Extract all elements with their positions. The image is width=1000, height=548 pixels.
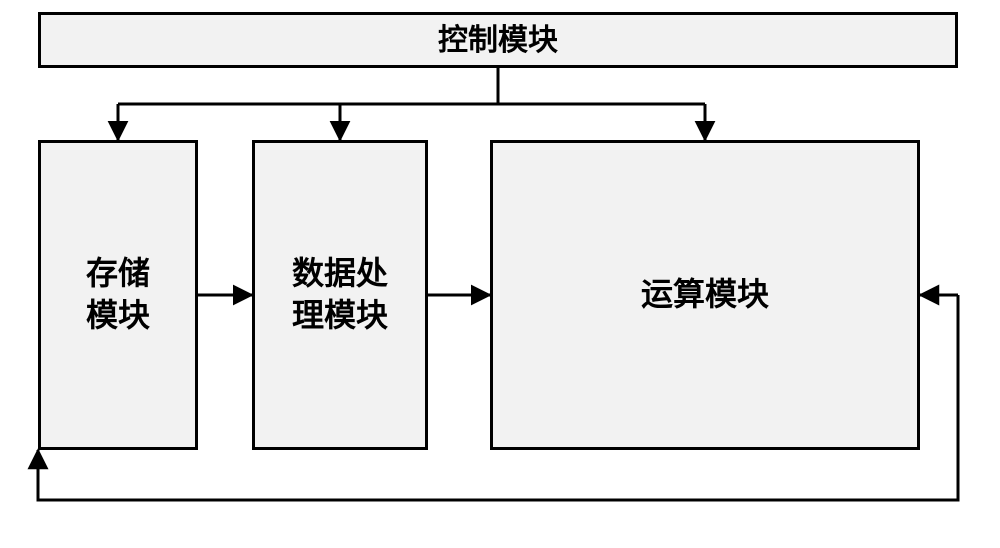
- node-dataproc: 数据处 理模块: [252, 140, 428, 450]
- node-control-label: 控制模块: [438, 21, 558, 60]
- node-storage-label: 存储 模块: [86, 253, 150, 336]
- node-compute-label: 运算模块: [641, 274, 769, 316]
- node-storage: 存储 模块: [38, 140, 198, 450]
- node-control: 控制模块: [38, 12, 958, 68]
- node-dataproc-label: 数据处 理模块: [292, 253, 388, 336]
- node-compute: 运算模块: [490, 140, 920, 450]
